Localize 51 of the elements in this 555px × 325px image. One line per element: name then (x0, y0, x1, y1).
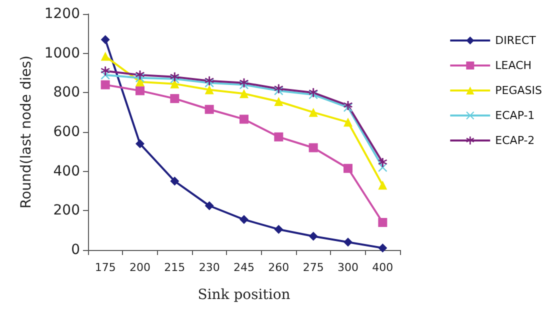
point (100, 52, 110, 61)
x-tick-label: 245 (234, 261, 254, 274)
point (100, 66, 110, 76)
point (344, 164, 352, 173)
legend-label: PEGASIS (495, 84, 542, 97)
x-axis-title: Sink position (198, 287, 290, 303)
point (240, 89, 248, 98)
y-tick-label: 1000 (44, 45, 80, 62)
x-tick-label: 400 (372, 261, 394, 274)
y-tick-label: 1200 (44, 6, 80, 22)
point (204, 201, 214, 210)
point (204, 85, 214, 94)
point (378, 180, 388, 190)
y-tick-label: 0 (71, 242, 80, 258)
point (240, 215, 248, 224)
point (308, 108, 318, 117)
point (240, 114, 248, 124)
x-tick-label: 260 (268, 261, 290, 274)
point (136, 139, 144, 148)
point (308, 143, 318, 152)
point (378, 244, 388, 253)
point (204, 104, 214, 114)
legend-label: ECAP-2 (495, 134, 535, 147)
y-tick-label: 800 (53, 84, 80, 101)
legend-label: ECAP-1 (495, 109, 535, 122)
y-tick-label: 600 (53, 124, 80, 140)
point (378, 218, 388, 227)
point (100, 80, 110, 90)
point (274, 97, 284, 106)
x-tick-label: 215 (164, 261, 186, 274)
point (170, 176, 180, 186)
y-tick-label: 400 (53, 163, 80, 180)
legend-label: DIRECT (495, 34, 536, 47)
point (100, 35, 110, 44)
point (170, 94, 180, 104)
point (136, 70, 144, 80)
y-axis-title: Round(last node dies) (18, 56, 34, 208)
point (378, 158, 388, 167)
point (344, 118, 352, 127)
x-tick-label: 200 (130, 261, 150, 274)
x-tick-label: 300 (338, 261, 358, 274)
point (308, 232, 318, 241)
point (344, 238, 352, 247)
y-tick-label: 200 (53, 202, 80, 219)
legend-label: LEACH (495, 59, 532, 72)
point (136, 86, 144, 96)
x-tick-label: 175 (94, 261, 116, 274)
point (274, 224, 284, 234)
x-tick-label: 230 (198, 261, 220, 274)
point (274, 132, 284, 142)
x-tick-label: 275 (302, 261, 324, 274)
